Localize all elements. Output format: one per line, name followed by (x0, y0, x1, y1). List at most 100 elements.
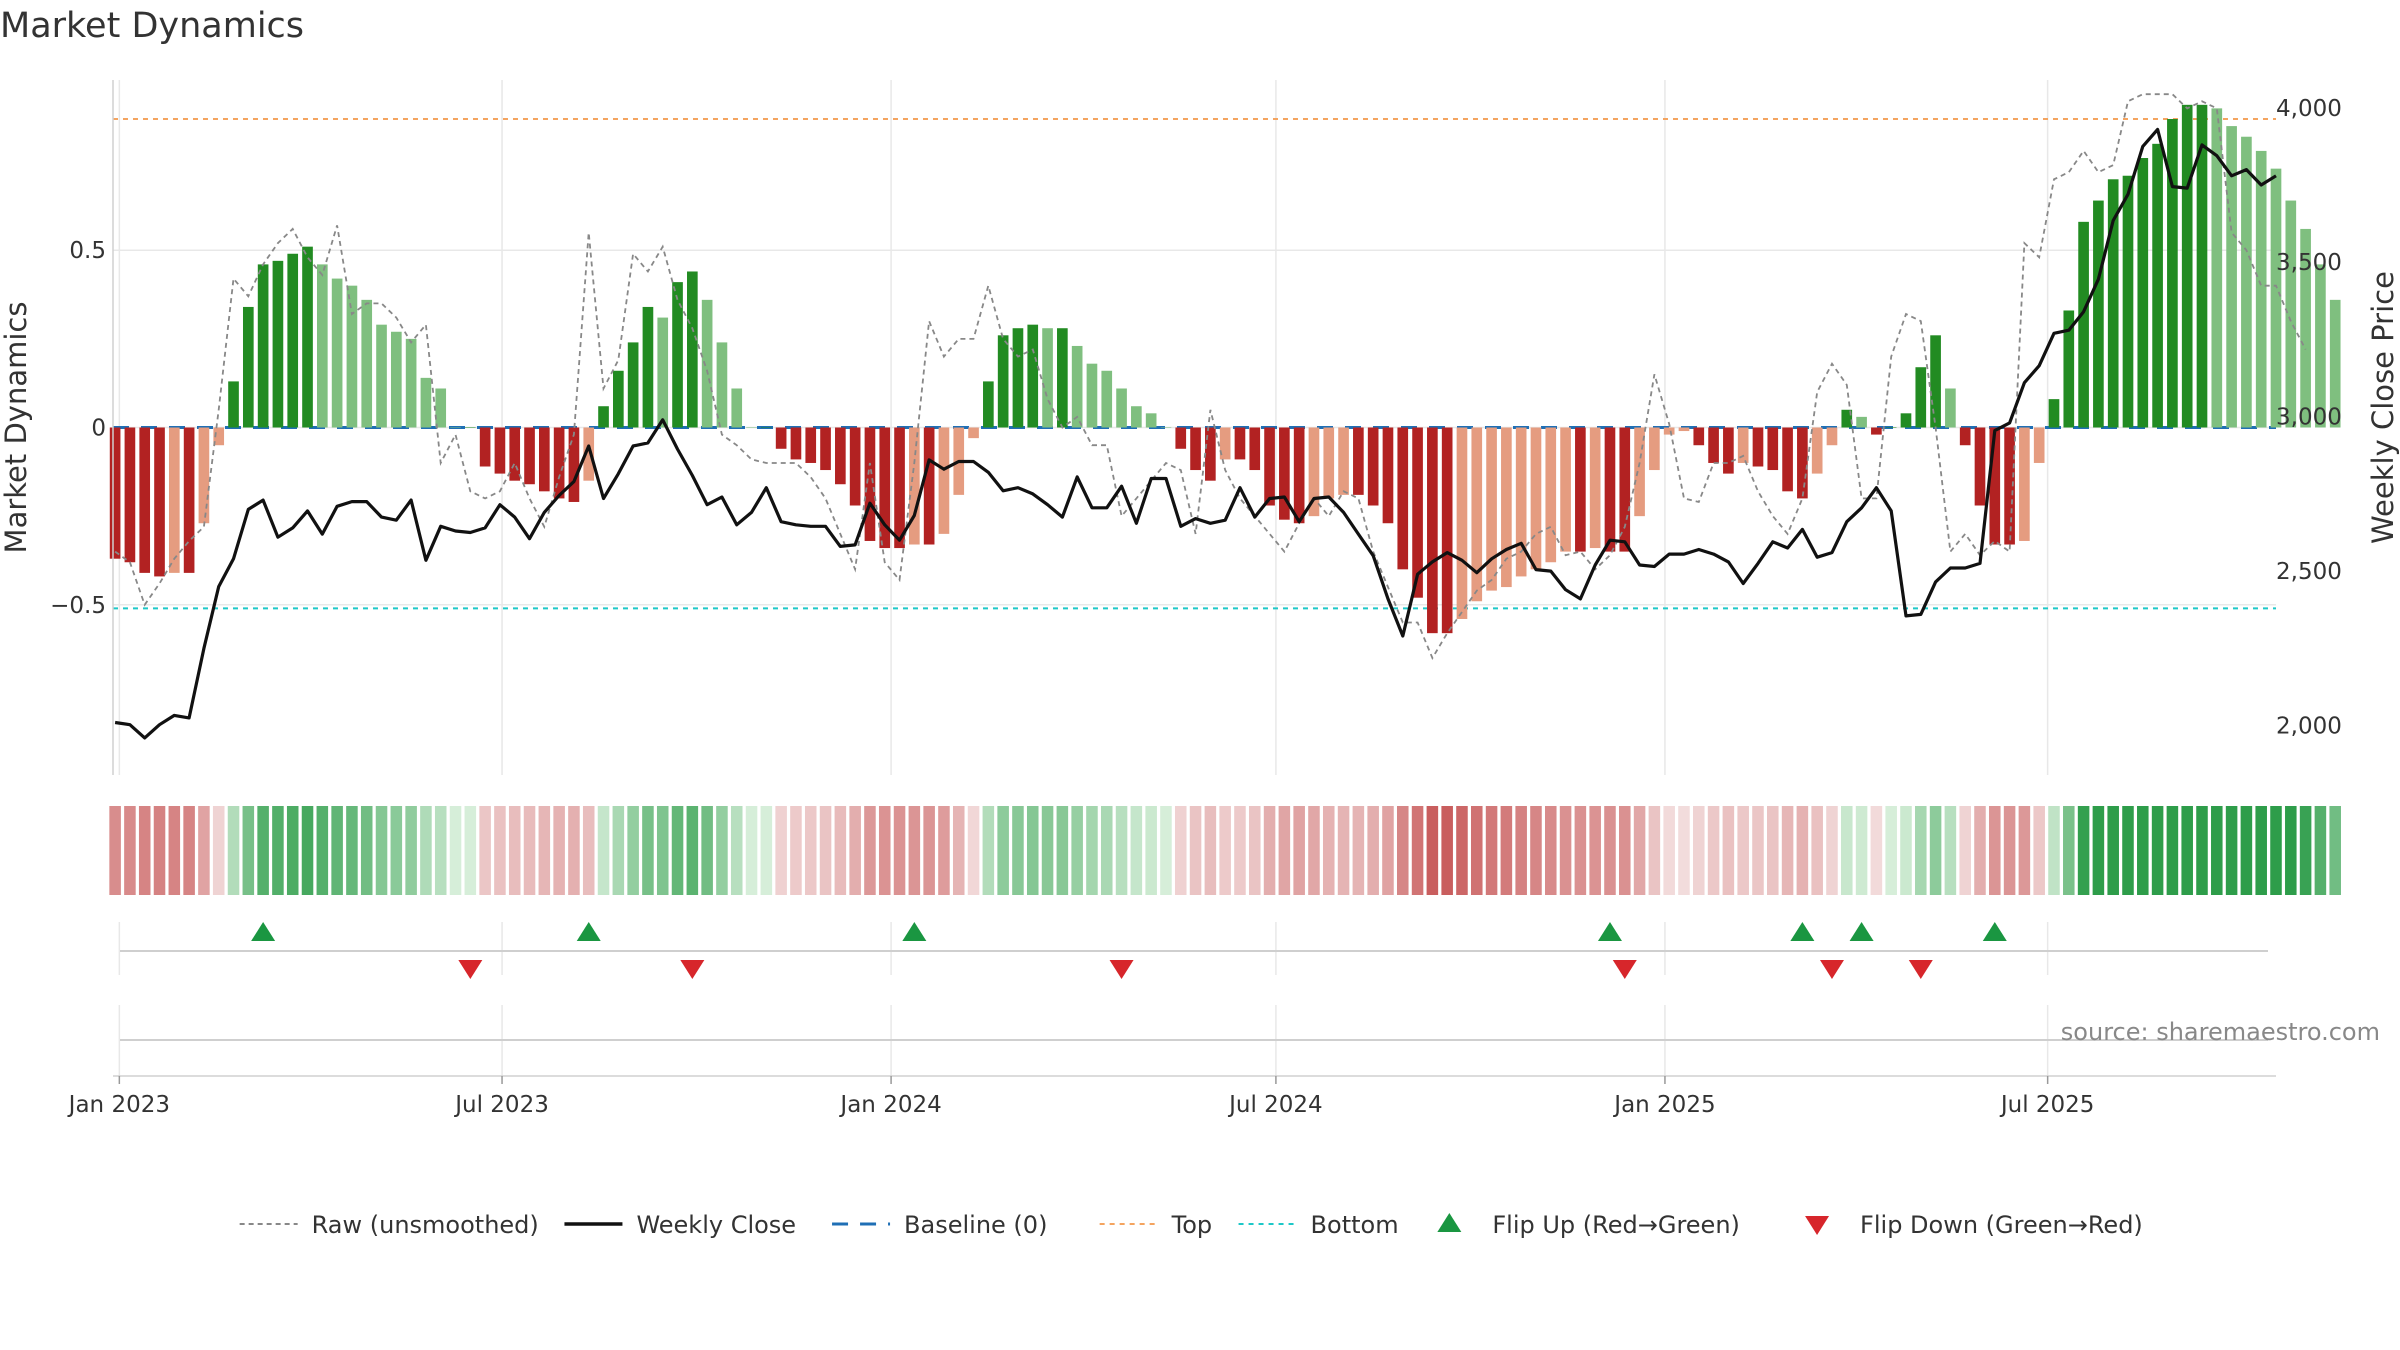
heat-cell-72 (1174, 806, 1187, 895)
heat-cell-107 (1693, 806, 1705, 895)
heat-cell-144 (2240, 806, 2253, 895)
heat-cell-67 (1100, 806, 1113, 895)
legend-item-top: Top (1099, 1211, 1212, 1239)
bar-11 (272, 260, 284, 428)
bar-135 (2107, 179, 2119, 428)
right-tick-label-1: 3,500 (2276, 250, 2342, 276)
heat-cell-57 (952, 806, 965, 895)
bar-90 (1441, 427, 1453, 634)
heat-cell-9 (242, 806, 255, 895)
bar-119 (1871, 427, 1882, 435)
flip-up-marker-5 (1849, 922, 1874, 941)
heat-cell-79 (1278, 806, 1291, 895)
bar-120 (1885, 427, 1897, 428)
heat-cell-148 (2299, 806, 2312, 895)
bar-129 (2019, 427, 2030, 541)
bar-82 (1323, 427, 1335, 499)
bar-107 (1693, 427, 1705, 446)
heat-cell-43 (745, 806, 758, 895)
weekly-close-line (114, 127, 2277, 740)
bar-40 (701, 299, 713, 428)
bar-142 (2211, 108, 2223, 428)
heat-cell-127 (1989, 806, 2001, 895)
dynamics-bars (109, 104, 2341, 634)
heat-cell-101 (1604, 806, 1616, 895)
bar-18 (376, 324, 387, 428)
heat-cell-12 (286, 806, 299, 895)
flip-up-marker-6 (1982, 922, 2007, 941)
bar-51 (864, 427, 876, 541)
bar-139 (2167, 119, 2178, 428)
bar-44 (761, 427, 772, 428)
bar-110 (1737, 427, 1749, 463)
heat-cell-21 (420, 806, 432, 895)
bar-125 (1959, 427, 1971, 446)
bar-88 (1412, 427, 1423, 598)
bar-56 (938, 427, 950, 534)
bar-24 (465, 427, 476, 428)
heat-cell-140 (2181, 806, 2193, 895)
bar-92 (1471, 427, 1483, 602)
heat-cell-56 (938, 806, 950, 895)
x-tick-label-5: Jul 2025 (1999, 1092, 2095, 1118)
bar-141 (2196, 104, 2208, 428)
bar-43 (746, 427, 757, 428)
heat-cell-27 (508, 806, 521, 895)
bar-122 (1915, 367, 1927, 428)
bar-5 (183, 427, 195, 573)
heat-cell-19 (390, 806, 403, 895)
flip-up-marker-1 (576, 922, 601, 941)
flip-down-marker-1 (680, 960, 705, 979)
bar-39 (687, 271, 698, 428)
legend-item-baseline: Baseline (0) (832, 1211, 1047, 1239)
heat-cell-55 (923, 806, 935, 895)
bar-30 (553, 427, 565, 499)
bar-75 (1219, 427, 1231, 460)
bar-94 (1501, 427, 1512, 588)
bar-68 (1116, 388, 1127, 428)
bar-1 (124, 427, 136, 563)
heat-cell-119 (1870, 806, 1883, 895)
bar-55 (923, 427, 935, 545)
heat-cell-113 (1781, 806, 1794, 895)
heat-cell-92 (1470, 806, 1483, 895)
heat-cell-48 (819, 806, 832, 895)
heat-cell-38 (671, 806, 684, 895)
bar-66 (1086, 363, 1098, 428)
heat-cell-54 (908, 806, 921, 895)
bar-19 (390, 331, 402, 428)
left-tick-label-2: −0.5 (50, 593, 106, 619)
heat-cell-93 (1485, 806, 1498, 895)
heat-cell-73 (1189, 806, 1202, 895)
bar-103 (1634, 427, 1645, 517)
heat-cell-45 (775, 806, 787, 895)
bar-29 (539, 427, 550, 492)
heat-cell-7 (212, 806, 225, 895)
bar-58 (968, 427, 979, 439)
heat-strip (109, 806, 2341, 895)
bar-100 (1589, 427, 1601, 549)
bar-78 (1264, 427, 1275, 506)
heat-cell-128 (2003, 806, 2016, 895)
bar-101 (1604, 427, 1616, 552)
heat-cell-50 (849, 806, 861, 895)
bar-105 (1663, 427, 1675, 435)
right-tick-label-2: 3,000 (2276, 405, 2342, 431)
legend-item-flip_up: Flip Up (Red→Green) (1437, 1211, 1740, 1239)
bar-10 (257, 264, 269, 428)
bar-8 (228, 381, 239, 428)
bar-98 (1560, 427, 1571, 552)
bar-146 (2270, 168, 2282, 428)
heat-cell-53 (893, 806, 906, 895)
bar-127 (1989, 427, 2001, 545)
flip-down-marker-0 (458, 960, 483, 979)
heat-cell-117 (1841, 806, 1853, 895)
heat-cell-59 (982, 806, 995, 895)
flip-up-marker-3 (1597, 922, 1622, 941)
heat-cell-31 (568, 806, 580, 895)
heat-cell-114 (1796, 806, 1809, 895)
heat-cell-142 (2211, 806, 2223, 895)
bar-83 (1338, 427, 1349, 495)
heat-cell-89 (1426, 806, 1439, 895)
bar-99 (1575, 427, 1586, 552)
